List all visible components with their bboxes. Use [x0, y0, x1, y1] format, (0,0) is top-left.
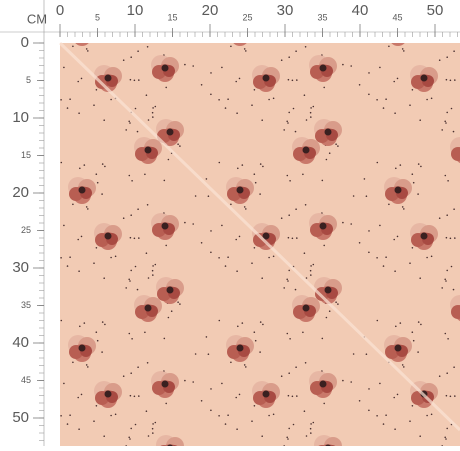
left-tick-label: 0: [21, 34, 29, 51]
left-tick-label: 20: [12, 184, 29, 201]
top-tick-label: 5: [95, 12, 100, 22]
top-tick-label: 20: [202, 2, 219, 19]
top-tick-label: 35: [317, 12, 327, 22]
left-tick-label: 25: [21, 225, 31, 235]
top-tick-label: 40: [352, 2, 369, 19]
top-tick-label: 10: [127, 2, 144, 19]
left-tick-label: 45: [21, 375, 31, 385]
fold-line: [58, 41, 460, 432]
left-tick-label: 10: [12, 109, 29, 126]
top-tick-label: 30: [277, 2, 294, 19]
top-tick-label: 0: [56, 2, 64, 19]
left-tick-label: 5: [26, 75, 31, 85]
fabric: [60, 43, 460, 446]
left-tick-label: 50: [12, 409, 29, 426]
left-tick-label: 15: [21, 150, 31, 160]
unit-label: CM: [27, 11, 47, 26]
top-tick-label: 25: [242, 12, 252, 22]
left-tick-label: 40: [12, 334, 29, 351]
left-tick-label: 35: [21, 300, 31, 310]
top-tick-label: 50: [427, 2, 444, 19]
top-tick-label: 45: [392, 12, 402, 22]
rulers: 0 5 10 15 20 25 30 35 40 45 50 0 5 10 15 20 25 30 35 40 45 50: [12, 2, 458, 441]
top-tick-label: 15: [167, 12, 177, 22]
left-tick-label: 30: [12, 259, 29, 276]
